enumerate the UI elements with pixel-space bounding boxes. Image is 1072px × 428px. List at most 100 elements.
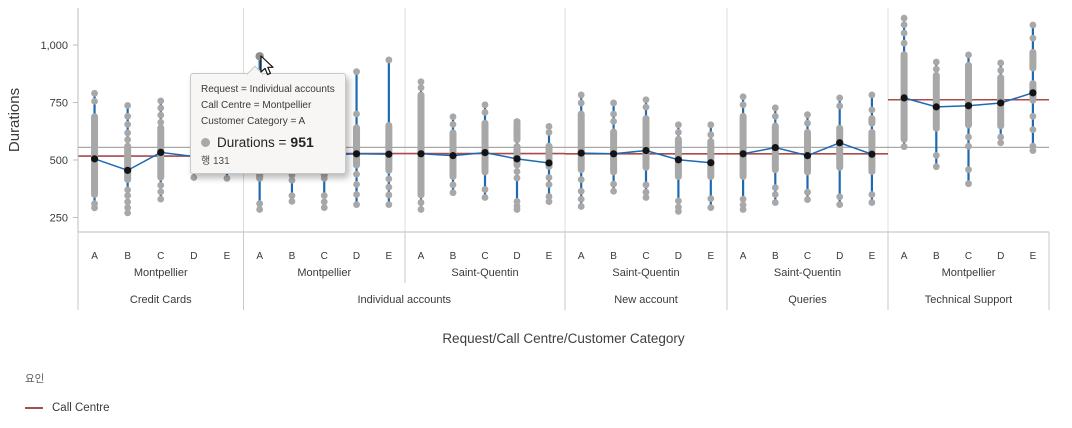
data-point[interactable] — [900, 143, 908, 151]
data-point[interactable] — [288, 198, 296, 205]
data-point[interactable] — [675, 197, 682, 205]
data-point[interactable] — [513, 168, 521, 175]
data-point[interactable] — [642, 181, 650, 189]
data-point[interactable] — [417, 78, 425, 86]
data-point[interactable] — [256, 206, 264, 213]
data-point[interactable] — [124, 120, 132, 128]
data-point[interactable] — [610, 110, 617, 118]
data-point[interactable] — [771, 199, 779, 206]
mean-point[interactable] — [803, 152, 812, 160]
data-point[interactable] — [449, 181, 457, 189]
data-point[interactable] — [513, 174, 521, 182]
data-point[interactable] — [124, 186, 132, 194]
data-point[interactable] — [124, 112, 132, 120]
data-point[interactable] — [91, 204, 98, 212]
data-point[interactable] — [771, 191, 779, 198]
data-point[interactable] — [385, 56, 393, 64]
mean-point[interactable] — [481, 149, 489, 157]
data-point[interactable] — [739, 93, 747, 101]
data-point[interactable] — [385, 191, 393, 199]
data-point[interactable] — [577, 187, 585, 195]
data-point[interactable] — [932, 163, 940, 171]
data-point[interactable] — [771, 104, 779, 112]
data-point[interactable] — [610, 187, 617, 195]
data-point[interactable] — [353, 110, 360, 118]
data-point[interactable] — [707, 131, 715, 139]
data-point[interactable] — [353, 68, 360, 76]
data-point[interactable] — [288, 192, 296, 200]
data-point[interactable] — [157, 195, 165, 203]
data-point[interactable] — [577, 176, 585, 183]
data-point[interactable] — [124, 129, 132, 137]
mean-point[interactable] — [868, 150, 876, 158]
data-point[interactable] — [223, 175, 231, 182]
data-point[interactable] — [932, 58, 940, 66]
data-point[interactable] — [545, 198, 553, 206]
data-point[interactable] — [124, 192, 132, 200]
data-point[interactable] — [739, 195, 747, 203]
mean-point[interactable] — [545, 159, 553, 167]
data-point[interactable] — [353, 180, 360, 188]
mean-point[interactable] — [997, 99, 1005, 107]
data-point[interactable] — [804, 111, 811, 119]
data-point[interactable] — [449, 113, 457, 121]
data-point[interactable] — [739, 101, 747, 109]
data-point[interactable] — [157, 181, 165, 189]
data-point[interactable] — [965, 133, 972, 141]
data-point[interactable] — [256, 200, 264, 208]
data-point[interactable] — [417, 206, 425, 213]
mean-point[interactable] — [1029, 89, 1037, 97]
mean-point[interactable] — [385, 150, 393, 158]
data-point[interactable] — [900, 39, 908, 47]
mean-point[interactable] — [642, 146, 650, 155]
data-point[interactable] — [675, 207, 682, 215]
data-point[interactable] — [157, 97, 165, 105]
data-point[interactable] — [836, 201, 844, 209]
mean-point[interactable] — [157, 148, 165, 157]
mean-point[interactable] — [124, 166, 132, 174]
mean-point[interactable] — [771, 143, 779, 152]
data-point[interactable] — [481, 186, 489, 193]
data-point[interactable] — [124, 204, 132, 212]
data-point[interactable] — [804, 119, 811, 127]
data-point[interactable] — [157, 188, 165, 196]
data-point[interactable] — [965, 180, 972, 188]
data-point[interactable] — [124, 209, 132, 217]
mean-point[interactable] — [964, 102, 973, 110]
data-point[interactable] — [707, 204, 715, 212]
data-point[interactable] — [577, 91, 585, 99]
data-point[interactable] — [804, 196, 811, 203]
data-point[interactable] — [900, 29, 908, 37]
data-point[interactable] — [449, 189, 457, 197]
mean-point[interactable] — [674, 156, 683, 164]
data-point[interactable] — [124, 198, 132, 206]
data-point[interactable] — [481, 108, 489, 116]
data-point[interactable] — [353, 170, 360, 178]
data-point[interactable] — [545, 193, 553, 200]
data-point[interactable] — [320, 175, 328, 182]
mean-point[interactable] — [90, 155, 99, 163]
data-point[interactable] — [997, 66, 1005, 74]
data-point[interactable] — [642, 96, 650, 104]
data-point[interactable] — [577, 195, 585, 203]
data-point[interactable] — [642, 194, 650, 201]
data-point[interactable] — [739, 206, 747, 213]
legend-item-call-centre[interactable]: Call Centre — [25, 402, 110, 414]
data-point[interactable] — [771, 112, 779, 120]
data-point[interactable] — [707, 121, 715, 129]
data-point[interactable] — [1029, 21, 1037, 29]
data-point[interactable] — [545, 129, 553, 136]
data-point[interactable] — [1029, 126, 1037, 134]
data-point[interactable] — [675, 129, 682, 136]
data-point[interactable] — [642, 103, 650, 111]
mean-point[interactable] — [352, 150, 361, 158]
data-point[interactable] — [124, 136, 132, 144]
data-point[interactable] — [836, 193, 844, 201]
data-point[interactable] — [836, 102, 844, 110]
mean-point[interactable] — [739, 150, 747, 158]
data-point[interactable] — [190, 174, 198, 181]
data-point[interactable] — [707, 195, 715, 203]
data-point[interactable] — [288, 176, 296, 184]
data-point[interactable] — [997, 139, 1005, 147]
data-point[interactable] — [157, 111, 165, 119]
